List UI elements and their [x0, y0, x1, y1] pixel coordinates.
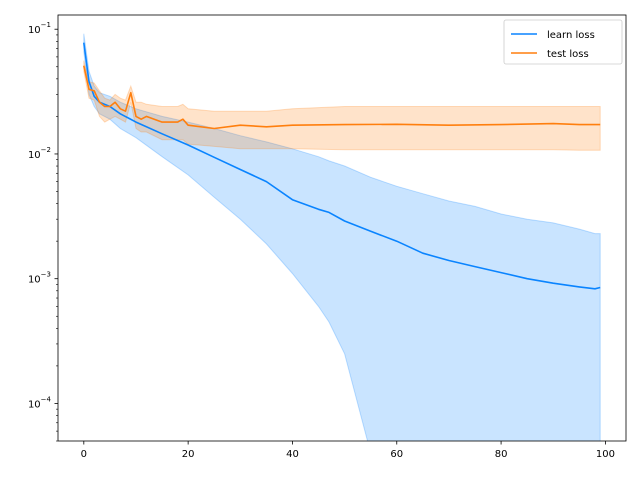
y-tick-label: 10−2 — [28, 146, 51, 161]
x-tick-label: 60 — [390, 449, 403, 460]
x-tick-label: 40 — [286, 449, 299, 460]
x-tick-label: 80 — [495, 449, 508, 460]
axes: 0 20 40 60 80 100 10−4 10−3 10−2 10−1 — [28, 14, 627, 460]
plot-frame — [57, 14, 627, 442]
y-tick-label: 10−3 — [28, 271, 51, 286]
x-tick-label: 0 — [81, 449, 87, 460]
band-learn-loss — [83, 33, 601, 441]
series-lines — [83, 42, 601, 290]
y-tick-label: 10−1 — [28, 21, 51, 36]
band-test-loss — [83, 60, 601, 151]
x-tick-label: 100 — [596, 449, 615, 460]
line-test-loss — [83, 65, 601, 130]
confidence-bands — [83, 33, 601, 441]
legend-label: learn loss — [547, 30, 595, 41]
legend: learn loss test loss — [503, 19, 623, 65]
legend-label: test loss — [547, 49, 589, 60]
x-tick-label: 20 — [182, 449, 195, 460]
line-learn-loss — [83, 42, 601, 290]
y-tick-label: 10−4 — [28, 395, 52, 410]
